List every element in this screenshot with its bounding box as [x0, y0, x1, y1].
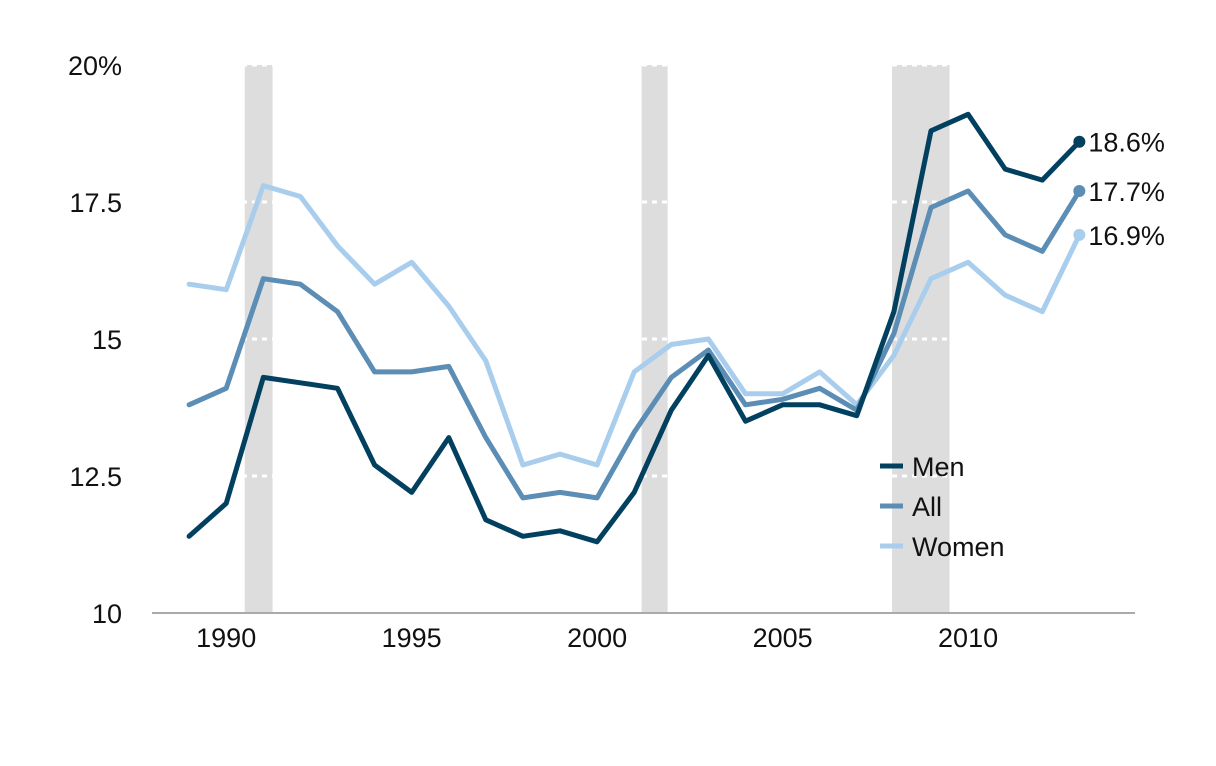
end-label-men: 18.6%	[1088, 128, 1165, 158]
y-axis-tick-labels: 10 12.5 15 17.5 20%	[68, 51, 122, 629]
end-label-all: 17.7%	[1088, 177, 1165, 207]
end-value-labels: 18.6% 17.7% 16.9%	[1073, 128, 1165, 251]
end-point-all	[1073, 185, 1086, 198]
x-tick-label: 2010	[938, 623, 998, 653]
y-tick-label: 15	[92, 325, 122, 355]
legend: Men All Women	[880, 452, 1005, 562]
series-line-all	[186, 188, 1082, 501]
y-tick-label: 10	[92, 599, 122, 629]
y-tick-label: 12.5	[69, 462, 122, 492]
x-tick-label: 1990	[196, 623, 256, 653]
end-point-women	[1073, 228, 1086, 241]
y-tick-label: 20%	[68, 51, 122, 81]
x-tick-label: 1995	[382, 623, 442, 653]
legend-label-all: All	[912, 492, 942, 522]
end-label-women: 16.9%	[1088, 221, 1165, 251]
end-point-men	[1073, 135, 1086, 148]
y-tick-label: 17.5	[69, 188, 122, 218]
recession-band-1	[244, 65, 273, 613]
legend-label-men: Men	[912, 452, 965, 482]
x-tick-label: 2000	[567, 623, 627, 653]
series-line-women	[186, 183, 1082, 468]
x-tick-label: 2005	[753, 623, 813, 653]
legend-label-women: Women	[912, 532, 1005, 562]
series-line-men	[186, 111, 1082, 545]
x-axis-tick-labels: 1990 1995 2000 2005 2010	[196, 623, 998, 653]
series-lines	[186, 111, 1082, 545]
